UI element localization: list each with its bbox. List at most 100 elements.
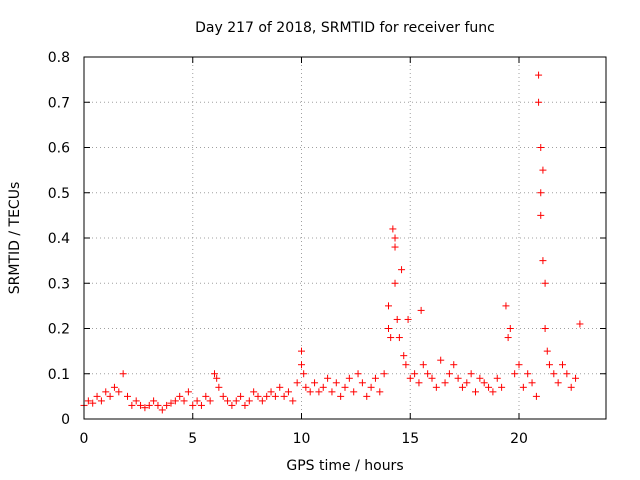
data-point <box>485 383 493 391</box>
data-point <box>263 392 271 400</box>
data-point <box>145 401 153 409</box>
data-point <box>358 379 366 387</box>
x-tick-label: 20 <box>510 431 528 447</box>
y-tick-label: 0.2 <box>48 322 70 338</box>
data-point <box>504 334 512 342</box>
data-point <box>202 392 210 400</box>
data-point <box>228 401 236 409</box>
data-point <box>276 383 284 391</box>
data-point <box>550 370 558 378</box>
data-point <box>184 388 192 396</box>
x-tick-label: 10 <box>293 431 311 447</box>
data-point <box>498 383 506 391</box>
data-point <box>415 379 423 387</box>
data-point <box>559 361 566 369</box>
data-point <box>311 379 319 387</box>
data-point <box>532 392 540 400</box>
y-axis-label: SRMTID / TECUs <box>7 182 23 295</box>
data-point <box>539 257 547 265</box>
tick-labels: 0 5 10 15 20 0 0.1 0.2 0.3 0.4 0.5 0.6 0.7 0.8 <box>48 50 528 447</box>
data-point <box>402 361 410 369</box>
data-point <box>441 379 449 387</box>
data-point <box>267 388 275 396</box>
data-point <box>189 401 197 409</box>
data-point <box>211 370 218 378</box>
data-point <box>258 397 266 405</box>
x-tick-label: 5 <box>188 431 197 447</box>
data-point <box>371 374 379 382</box>
data-point <box>454 374 462 382</box>
axis-ticks <box>83 56 606 420</box>
data-point <box>293 379 301 387</box>
data-point <box>176 392 184 400</box>
data-point <box>385 302 392 310</box>
data-point <box>363 392 371 400</box>
data-point <box>241 401 249 409</box>
data-point <box>428 374 436 382</box>
data-point <box>367 383 375 391</box>
data-point <box>528 379 536 387</box>
data-point <box>554 379 562 387</box>
data-point <box>387 334 395 342</box>
y-tick-label: 0.1 <box>48 367 70 383</box>
data-point <box>141 404 149 412</box>
data-point <box>391 234 399 242</box>
data-point <box>106 392 114 400</box>
data-point <box>193 397 201 405</box>
data-point <box>398 266 406 274</box>
data-point <box>124 392 131 400</box>
data-point <box>567 383 575 391</box>
data-point <box>213 374 221 382</box>
data-point <box>493 374 501 382</box>
data-point <box>419 361 427 369</box>
data-point <box>524 370 532 378</box>
data-point <box>389 225 397 233</box>
data-point <box>537 144 545 151</box>
data-point <box>472 388 479 396</box>
data-point <box>535 71 543 79</box>
data-point <box>154 401 162 409</box>
data-point <box>97 397 105 405</box>
data-point <box>245 397 253 405</box>
data-point <box>180 397 188 405</box>
data-point <box>206 397 214 405</box>
data-point <box>424 370 432 378</box>
data-point <box>350 388 358 396</box>
data-point <box>380 370 388 378</box>
data-point <box>467 370 475 378</box>
data-point <box>315 388 323 396</box>
data-point <box>489 388 497 396</box>
data-point <box>232 397 240 405</box>
data-point <box>128 401 136 409</box>
data-point <box>450 361 458 369</box>
data-point <box>237 392 245 400</box>
data-point <box>224 397 232 405</box>
data-point <box>254 392 262 400</box>
data-point <box>476 374 484 382</box>
data-point <box>158 406 166 414</box>
data-point <box>404 315 412 323</box>
data-point <box>385 325 392 332</box>
data-point <box>284 388 292 396</box>
data-point <box>319 383 327 391</box>
y-tick-label: 0.5 <box>48 186 70 202</box>
data-point <box>332 379 340 387</box>
data-points <box>80 71 584 414</box>
data-point <box>458 383 466 391</box>
data-point <box>289 397 297 405</box>
data-point <box>119 370 127 378</box>
data-point <box>480 379 488 387</box>
data-point <box>89 399 97 407</box>
data-point <box>437 356 445 364</box>
data-point <box>506 325 514 332</box>
data-point <box>354 370 362 378</box>
data-point <box>84 397 92 405</box>
data-point <box>167 399 175 407</box>
data-point <box>271 392 279 400</box>
data-point <box>171 397 179 405</box>
data-point <box>280 392 288 400</box>
data-point <box>298 347 305 355</box>
data-point <box>93 392 101 400</box>
data-point <box>511 370 519 378</box>
x-axis-label: GPS time / hours <box>286 458 403 474</box>
